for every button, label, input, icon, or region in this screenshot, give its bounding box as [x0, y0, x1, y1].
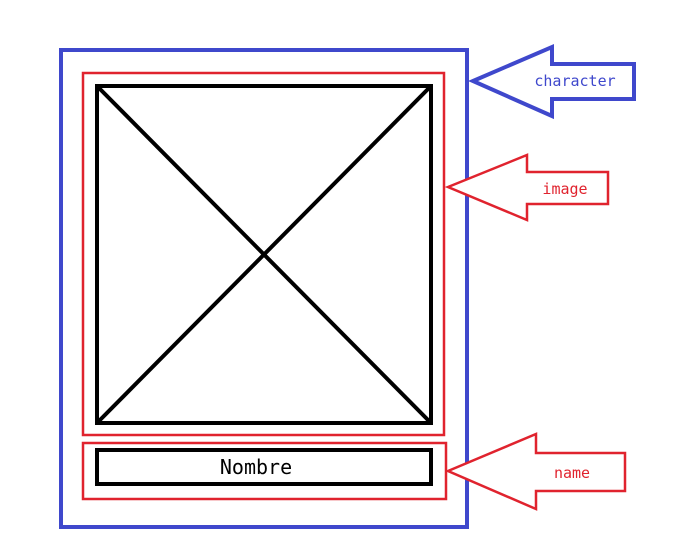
- image-arrow-shape: [444, 153, 610, 222]
- name-arrow-label: name: [554, 464, 590, 482]
- name-box-text: Nombre: [220, 455, 292, 479]
- character-container: [59, 48, 469, 529]
- image-container: [81, 71, 446, 437]
- image-arrow-label: image: [542, 180, 587, 198]
- character-arrow: character: [468, 43, 636, 120]
- name-arrow-shape: [444, 432, 627, 511]
- character-arrow-label: character: [534, 72, 615, 90]
- image-placeholder-diagonal-2: [95, 84, 433, 425]
- character-arrow-shape: [468, 43, 636, 120]
- image-arrow: image: [444, 153, 610, 222]
- image-placeholder-frame: [95, 84, 433, 425]
- name-box: [95, 448, 433, 486]
- image-placeholder: [95, 84, 433, 425]
- name-arrow: name: [444, 432, 627, 511]
